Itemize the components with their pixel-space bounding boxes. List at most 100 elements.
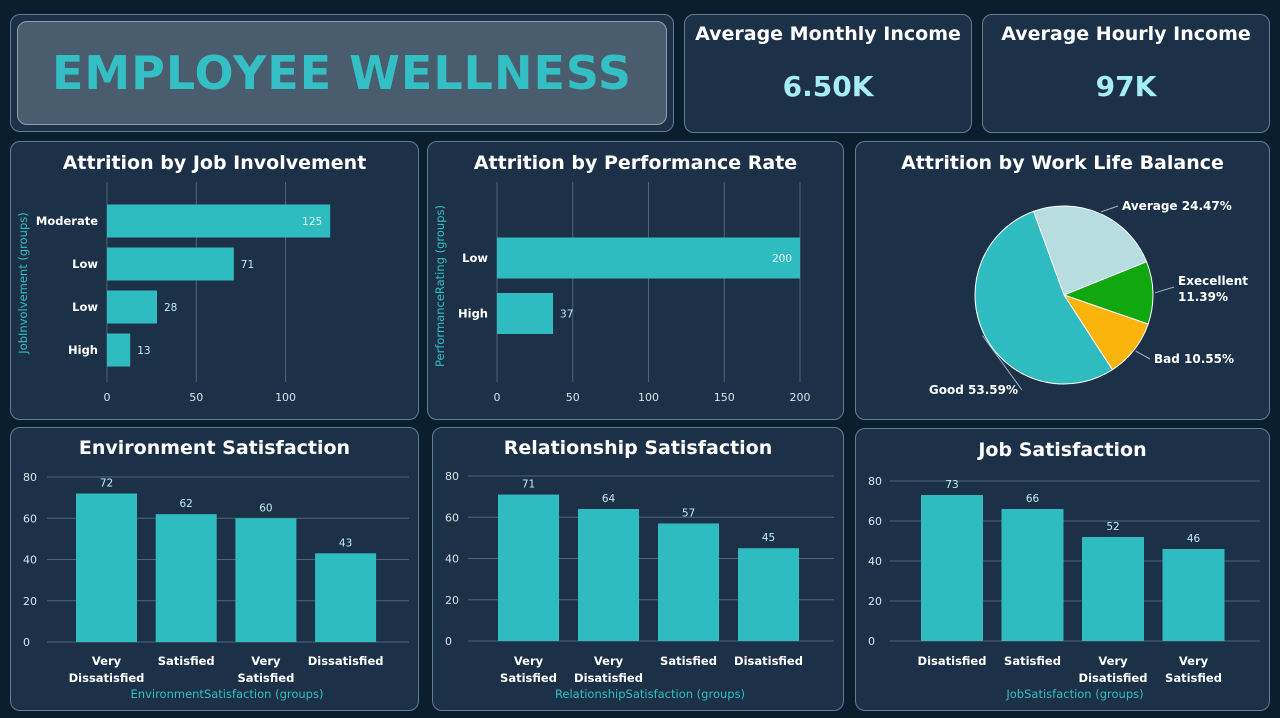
chart-environment-satisfaction[interactable]: Environment Satisfaction 0 20 40 60 80 72 Very…	[10, 427, 419, 711]
y-tick-label: 40	[868, 555, 882, 568]
bar	[658, 523, 719, 641]
y-tick-label: 40	[445, 553, 459, 566]
chart-title: Attrition by Job Involvement	[62, 152, 367, 174]
x-tick-label: Satisfied	[158, 654, 215, 668]
y-axis-title: JobInvolvement (groups)	[16, 212, 30, 354]
y-tick-label: 0	[445, 635, 452, 648]
y-tick-label: 0	[868, 635, 875, 648]
data-label: 57	[682, 507, 695, 519]
chart-title: Environment Satisfaction	[78, 437, 351, 459]
relationship-satisfaction-plot: 0 20 40 60 80 71 Very Satisfied 64 Very Disatisfie…	[445, 470, 834, 701]
chart-title: Attrition by Work Life Balance	[901, 152, 1224, 174]
x-tick-label-line: Satisfied	[1165, 671, 1222, 685]
bar	[315, 553, 377, 642]
data-label: 71	[522, 479, 535, 491]
x-tick-label: Very Disatisfied	[1079, 654, 1148, 685]
leader-line	[982, 335, 1023, 391]
title-banner: EMPLOYEE WELLNESS	[17, 21, 667, 125]
x-tick-label: 100	[638, 391, 659, 404]
data-label: 13	[137, 345, 150, 357]
pie-label-line: 11.39%	[1178, 290, 1228, 304]
data-label: 46	[1187, 533, 1201, 545]
bar	[738, 548, 799, 641]
bar	[107, 290, 157, 324]
pie-label: Good 53.59%	[929, 383, 1018, 397]
y-tick-label: 80	[868, 475, 882, 488]
y-tick-label: Low	[72, 257, 98, 271]
performance-rate-plot: 0 50 100 150 200 Low 200 High 37 PerformanceRatin…	[433, 182, 811, 404]
x-tick-label: Very Satisfied	[500, 654, 557, 685]
x-tick-label: Disatisfied	[734, 654, 803, 668]
environment-satisfaction-plot: 0 20 40 60 80 72 Very Dissatisfied 62 Satisfied 60…	[23, 471, 409, 701]
data-label: 62	[180, 498, 193, 510]
x-tick-label: Very Satisfied	[1165, 654, 1222, 685]
y-axis-title: PerformanceRating (groups)	[433, 205, 447, 367]
y-tick-label: 40	[23, 554, 37, 567]
x-tick-label-line: Satisfied	[237, 671, 294, 685]
chart-title: Attrition by Performance Rate	[473, 152, 798, 174]
bar	[578, 509, 639, 641]
x-tick-label: Disatisfied	[918, 654, 987, 668]
y-tick-label: 20	[23, 595, 37, 608]
y-tick-label: Moderate	[36, 214, 98, 228]
chart-performance-rate[interactable]: Attrition by Performance Rate 0 50 100 150 2…	[427, 141, 844, 420]
y-tick-label: 60	[445, 511, 459, 524]
data-label: 28	[164, 302, 177, 314]
chart-work-life-balance[interactable]: Attrition by Work Life Balance Average 2…	[855, 141, 1270, 420]
x-tick-label: Very Dissatisfied	[69, 654, 145, 685]
kpi-label: Average Monthly Income	[695, 23, 961, 45]
x-tick-label: 50	[189, 391, 203, 404]
x-tick-label: 200	[790, 391, 811, 404]
x-axis-title: JobSatisfaction (groups)	[1005, 687, 1143, 701]
bar	[1082, 537, 1144, 641]
bar	[107, 247, 234, 281]
leader-line	[1154, 286, 1175, 294]
x-tick-label-line: Very	[514, 654, 544, 668]
kpi-value: 97K	[1095, 70, 1157, 103]
chart-relationship-satisfaction[interactable]: Relationship Satisfaction 0 20 40 60 80 71 Ver…	[432, 427, 844, 711]
x-tick-label: Very Satisfied	[237, 654, 294, 685]
kpi-label: Average Hourly Income	[1001, 23, 1251, 45]
x-tick-label-line: Satisfied	[500, 671, 557, 685]
y-tick-label: 0	[23, 636, 30, 649]
kpi-card-monthly-income[interactable]: Average Monthly Income 6.50K	[684, 14, 972, 133]
bar	[1001, 509, 1064, 641]
work-life-balance-plot: Average 24.47% Execellent 11.39% Bad 10.55%…	[929, 199, 1248, 397]
bar	[76, 493, 137, 642]
data-label: 72	[100, 478, 113, 490]
data-label: 52	[1106, 521, 1119, 533]
x-tick-label: Very Disatisfied	[574, 654, 643, 685]
chart-job-involvement[interactable]: Attrition by Job Involvement 0 50 100 Moder…	[10, 141, 419, 420]
x-tick-label: 150	[714, 391, 735, 404]
x-tick-label-line: Disatisfied	[1079, 671, 1148, 685]
data-label: 43	[339, 537, 352, 549]
data-label: 45	[762, 532, 775, 544]
leader-line	[1135, 350, 1151, 360]
bar	[497, 293, 554, 334]
data-label: 125	[302, 216, 322, 228]
data-label: 64	[602, 493, 616, 505]
y-tick-label: 20	[445, 594, 459, 607]
x-tick-label: 0	[494, 391, 501, 404]
bar	[235, 518, 297, 642]
x-tick-label: 0	[104, 391, 111, 404]
y-tick-label: 20	[868, 595, 882, 608]
x-tick-label-line: Very	[1098, 654, 1128, 668]
data-label: 66	[1026, 493, 1040, 505]
dashboard-title: EMPLOYEE WELLNESS	[51, 46, 633, 100]
chart-title: Relationship Satisfaction	[503, 437, 773, 459]
bar	[107, 204, 331, 238]
x-tick-label: Satisfied	[1004, 654, 1061, 668]
y-tick-label: 80	[23, 471, 37, 484]
bar	[497, 237, 800, 279]
pie-label: Bad 10.55%	[1154, 352, 1234, 366]
title-panel: EMPLOYEE WELLNESS	[10, 14, 674, 132]
pie-slice	[974, 210, 1114, 385]
kpi-card-hourly-income[interactable]: Average Hourly Income 97K	[982, 14, 1270, 133]
chart-job-satisfaction[interactable]: Job Satisfaction 0 20 40 60 80 73 Disatisfied 6…	[855, 428, 1270, 711]
bar	[155, 514, 217, 642]
y-tick-label: High	[68, 343, 98, 357]
bar	[498, 494, 559, 641]
data-label: 73	[945, 479, 958, 491]
bar	[1162, 549, 1225, 641]
